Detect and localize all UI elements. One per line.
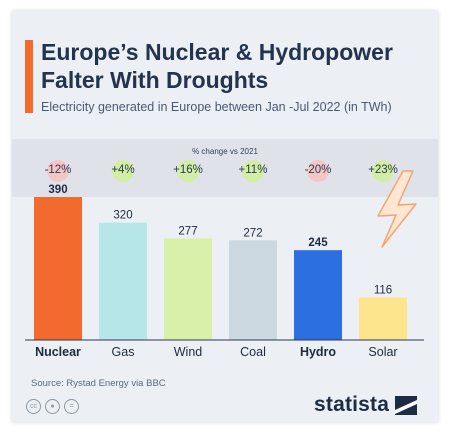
percent-change-bubble — [307, 160, 329, 182]
percent-change-bubble — [372, 160, 394, 182]
percent-change-caption: % change vs 2021 — [192, 147, 258, 156]
statista-logo-icon — [395, 396, 417, 415]
percent-change-item: +23% — [359, 160, 407, 182]
category-label-nuclear: Nuclear — [35, 345, 81, 359]
infographic-card: Europe’s Nuclear & Hydropower Falter Wit… — [12, 11, 438, 422]
percent-change-item: -12% — [34, 160, 82, 182]
percent-change-item: +4% — [99, 160, 147, 182]
percent-change-value: +23% — [368, 164, 398, 176]
percent-change-band: % change vs 2021 -12% +4% +16% +11% -20% +23% — [12, 139, 438, 197]
category-label-hydro: Hydro — [300, 345, 336, 359]
category-label-wind: Wind — [174, 345, 203, 359]
chart-title: Europe’s Nuclear & Hydropower Falter Wit… — [41, 39, 393, 93]
bar-gas — [99, 222, 147, 340]
bar-coal — [229, 240, 277, 340]
bar-chart: 390 Nuclear 320 Gas 277 Wind 272 Coal 245 Hydro 11… — [25, 170, 424, 359]
percent-change-item: +11% — [229, 160, 277, 182]
lightning-bolt-icon — [377, 170, 417, 248]
percent-change-bubble — [47, 160, 69, 182]
category-label-coal: Coal — [240, 345, 266, 359]
percent-change-bubble — [177, 160, 199, 182]
value-label-coal: 272 — [243, 227, 262, 239]
bar-hydro — [294, 250, 342, 340]
percent-change-bubble — [112, 160, 134, 182]
no-derivatives-icon: = — [64, 399, 79, 414]
value-label-solar: 116 — [374, 284, 392, 296]
attribution-icon: ● — [45, 399, 60, 414]
cc-icon: cc — [26, 399, 41, 414]
chart-subtitle: Electricity generated in Europe between … — [41, 100, 392, 114]
percent-change-value: -12% — [44, 164, 72, 176]
percent-change-value: +11% — [238, 164, 268, 176]
bar-nuclear — [34, 197, 82, 340]
bar-wind — [164, 238, 212, 340]
percent-change-bubble — [242, 160, 264, 182]
value-label-gas: 320 — [113, 210, 132, 222]
source-note: Source: Rystad Energy via BBC — [31, 378, 166, 389]
percent-change-value: -20% — [304, 164, 332, 176]
category-label-solar: Solar — [368, 345, 397, 359]
title-accent-bar — [25, 40, 33, 113]
category-label-gas: Gas — [112, 345, 135, 359]
percent-change-value: +4% — [111, 164, 135, 176]
bar-solar — [359, 297, 407, 340]
value-label-hydro: 245 — [308, 237, 328, 249]
value-label-wind: 277 — [178, 225, 197, 237]
statista-wordmark[interactable]: statista — [314, 393, 390, 416]
percent-change-value: +16% — [173, 164, 203, 176]
percent-change-item: -20% — [294, 160, 342, 182]
percent-change-item: +16% — [164, 160, 212, 182]
value-label-nuclear: 390 — [48, 184, 67, 196]
